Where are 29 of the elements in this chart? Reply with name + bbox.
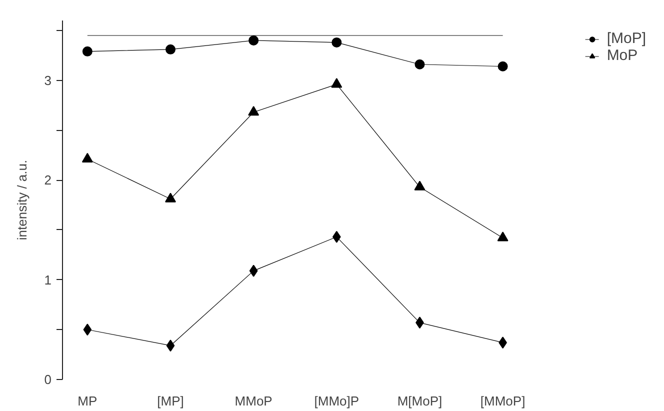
point [249, 264, 258, 277]
y-tick-label: 1 [44, 272, 52, 288]
y-tick-label: 2 [44, 172, 52, 188]
point [82, 46, 92, 56]
x-tick-label: M[MoP] [397, 394, 442, 408]
x-tick-label: MMoP [234, 394, 272, 408]
legend-label: MoP [606, 47, 638, 64]
y-tick-label: 3 [44, 72, 52, 88]
point [414, 180, 426, 190]
point [498, 61, 508, 72]
point [248, 35, 259, 46]
legend-label: [MoP] [606, 30, 646, 47]
point [331, 78, 342, 88]
point [332, 37, 342, 48]
y-axis-title: intensity / a.u. [14, 160, 30, 240]
x-tick-label: [MP] [157, 394, 184, 408]
point [332, 230, 341, 243]
point [248, 106, 260, 116]
point [83, 324, 92, 336]
point [165, 192, 176, 202]
x-tick-label: [MMo]P [314, 394, 360, 408]
y-tick-label: 0 [44, 372, 52, 387]
point [497, 232, 508, 242]
point [166, 44, 176, 54]
point [414, 59, 425, 70]
x-tick-label: [MMoP] [480, 394, 526, 408]
point [82, 152, 93, 162]
point [166, 340, 175, 352]
x-tick-label: MP [78, 394, 98, 408]
